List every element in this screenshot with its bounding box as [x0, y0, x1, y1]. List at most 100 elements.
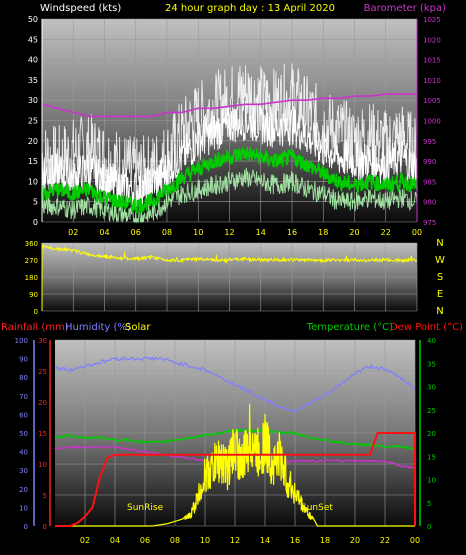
humidity-y-tick-label: 60	[19, 411, 28, 419]
wind-x-tick-label: 16	[287, 228, 297, 237]
rainfall-y-tick-label: 10	[38, 461, 47, 469]
barometer-y-tick-label: 1020	[423, 36, 441, 44]
rainfall-y-tick-label: 0	[43, 523, 47, 531]
compass-label: W	[435, 255, 445, 266]
humidity-y-tick-label: 70	[19, 393, 28, 401]
rainfall-y-tick-label: 20	[38, 399, 47, 407]
humidity-y-tick-label: 80	[19, 374, 28, 382]
temp-x-tick-label: 06	[140, 536, 150, 545]
series-temperature	[54, 428, 416, 451]
wind-x-tick-label: 00	[412, 228, 422, 237]
series-barometer	[41, 93, 417, 118]
wind-x-tick-label: 06	[131, 228, 141, 237]
temp-x-tick-label: 14	[260, 536, 270, 545]
sunset-annotation: SunSet	[301, 503, 333, 513]
dewpoint-axis-label: Dew Point (°C)	[390, 322, 463, 333]
direction-panel-grid	[42, 242, 418, 312]
wind-x-tick-label: 20	[349, 228, 359, 237]
barometer-y-tick-label: 1010	[423, 77, 441, 85]
temp-x-tick-label: 18	[320, 536, 330, 545]
barometer-y-tick-label: 980	[423, 199, 436, 207]
series-rainfall	[55, 432, 416, 527]
temp-x-tick-label: 02	[80, 536, 90, 545]
barometer-y-tick-label: 1025	[423, 16, 441, 24]
wind-y-tick-label: 50	[28, 15, 38, 24]
direction-y-tick-label: 0	[34, 308, 38, 316]
humidity-y-tick-label: 90	[19, 356, 28, 364]
temperature-y-tick-label: 35	[427, 360, 436, 368]
humidity-y-tick-label: 0	[24, 523, 28, 531]
temperature-y-tick-label: 25	[427, 407, 436, 415]
rainfall-axis-label: Rainfall (mm)	[1, 322, 69, 333]
chart-title: 24 hour graph day : 13 April 2020	[165, 3, 335, 14]
temp-x-tick-label: 10	[200, 536, 210, 545]
temp-x-tick-label: 12	[230, 536, 240, 545]
compass-label: N	[436, 238, 443, 249]
humidity-y-tick-label: 40	[19, 449, 28, 457]
wind-x-tick-label: 12	[224, 228, 234, 237]
barometer-axis-label: Barometer (kpa)	[364, 3, 446, 14]
compass-label: N	[436, 306, 443, 317]
rainfall-y-tick-label: 25	[38, 368, 47, 376]
compass-label: S	[437, 272, 443, 283]
barometer-y-tick-label: 1005	[423, 97, 441, 105]
wind-y-tick-label: 45	[28, 35, 38, 44]
temp-panel-axes: 0102030405060708090100051015202530051015…	[15, 337, 436, 545]
humidity-y-tick-label: 50	[19, 430, 28, 438]
wind-y-tick-label: 40	[28, 56, 38, 65]
direction-y-tick-label: 360	[25, 240, 38, 248]
wind-y-tick-label: 25	[28, 117, 38, 126]
temp-x-tick-label: 20	[350, 536, 360, 545]
humidity-y-tick-label: 20	[19, 486, 28, 494]
series-solar	[55, 403, 415, 527]
wind-x-tick-label: 08	[162, 228, 172, 237]
windspeed-axis-label: Windspeed (kts)	[40, 3, 121, 14]
temperature-y-tick-label: 10	[427, 477, 436, 485]
direction-y-tick-label: 270	[25, 257, 38, 265]
wind-x-tick-label: 02	[68, 228, 78, 237]
temp-x-tick-label: 16	[290, 536, 300, 545]
temperature-y-tick-label: 30	[427, 384, 436, 392]
series-average	[41, 146, 418, 216]
barometer-y-tick-label: 1000	[423, 118, 441, 126]
barometer-y-tick-label: 985	[423, 178, 436, 186]
temp-panel-series	[54, 355, 416, 527]
wind-y-tick-label: 5	[33, 198, 38, 207]
temperature-y-tick-label: 0	[427, 523, 431, 531]
rainfall-y-tick-label: 5	[43, 492, 47, 500]
temperature-axis-label: Temperature (°C)	[306, 322, 393, 333]
direction-y-tick-label: 90	[29, 291, 38, 299]
sunrise-annotation: SunRise	[127, 503, 164, 513]
humidity-y-tick-label: 10	[19, 504, 28, 512]
wind-panel-axes: 0510152025303540455097598098599099510001…	[28, 15, 441, 237]
wind-y-tick-label: 0	[33, 218, 38, 227]
barometer-y-tick-label: 990	[423, 158, 436, 166]
series-direction	[42, 244, 418, 264]
temperature-y-tick-label: 15	[427, 453, 436, 461]
temperature-y-tick-label: 40	[427, 337, 436, 345]
wind-y-tick-label: 10	[28, 177, 38, 186]
wind-x-tick-label: 22	[381, 228, 391, 237]
temperature-y-tick-label: 20	[427, 430, 436, 438]
compass-label: E	[437, 289, 443, 300]
direction-y-tick-label: 180	[25, 274, 38, 282]
solar-axis-label: Solar	[125, 322, 151, 333]
barometer-y-tick-label: 975	[423, 219, 436, 227]
direction-panel-series	[42, 244, 418, 264]
temp-x-tick-label: 04	[110, 536, 120, 545]
series-lull	[41, 167, 418, 224]
temp-x-tick-label: 22	[380, 536, 390, 545]
humidity-y-tick-label: 30	[19, 467, 28, 475]
humidity-axis-label: Humidity (%)	[65, 322, 131, 333]
rainfall-y-tick-label: 30	[38, 337, 47, 345]
wind-x-tick-label: 04	[99, 228, 109, 237]
wind-x-tick-label: 18	[318, 228, 328, 237]
wind-y-tick-label: 20	[28, 137, 38, 146]
wind-x-tick-label: 10	[193, 228, 203, 237]
temp-x-tick-label: 00	[410, 536, 420, 545]
wind-panel-series	[41, 63, 418, 224]
wind-y-tick-label: 15	[28, 157, 38, 166]
wind-y-tick-label: 30	[28, 96, 38, 105]
